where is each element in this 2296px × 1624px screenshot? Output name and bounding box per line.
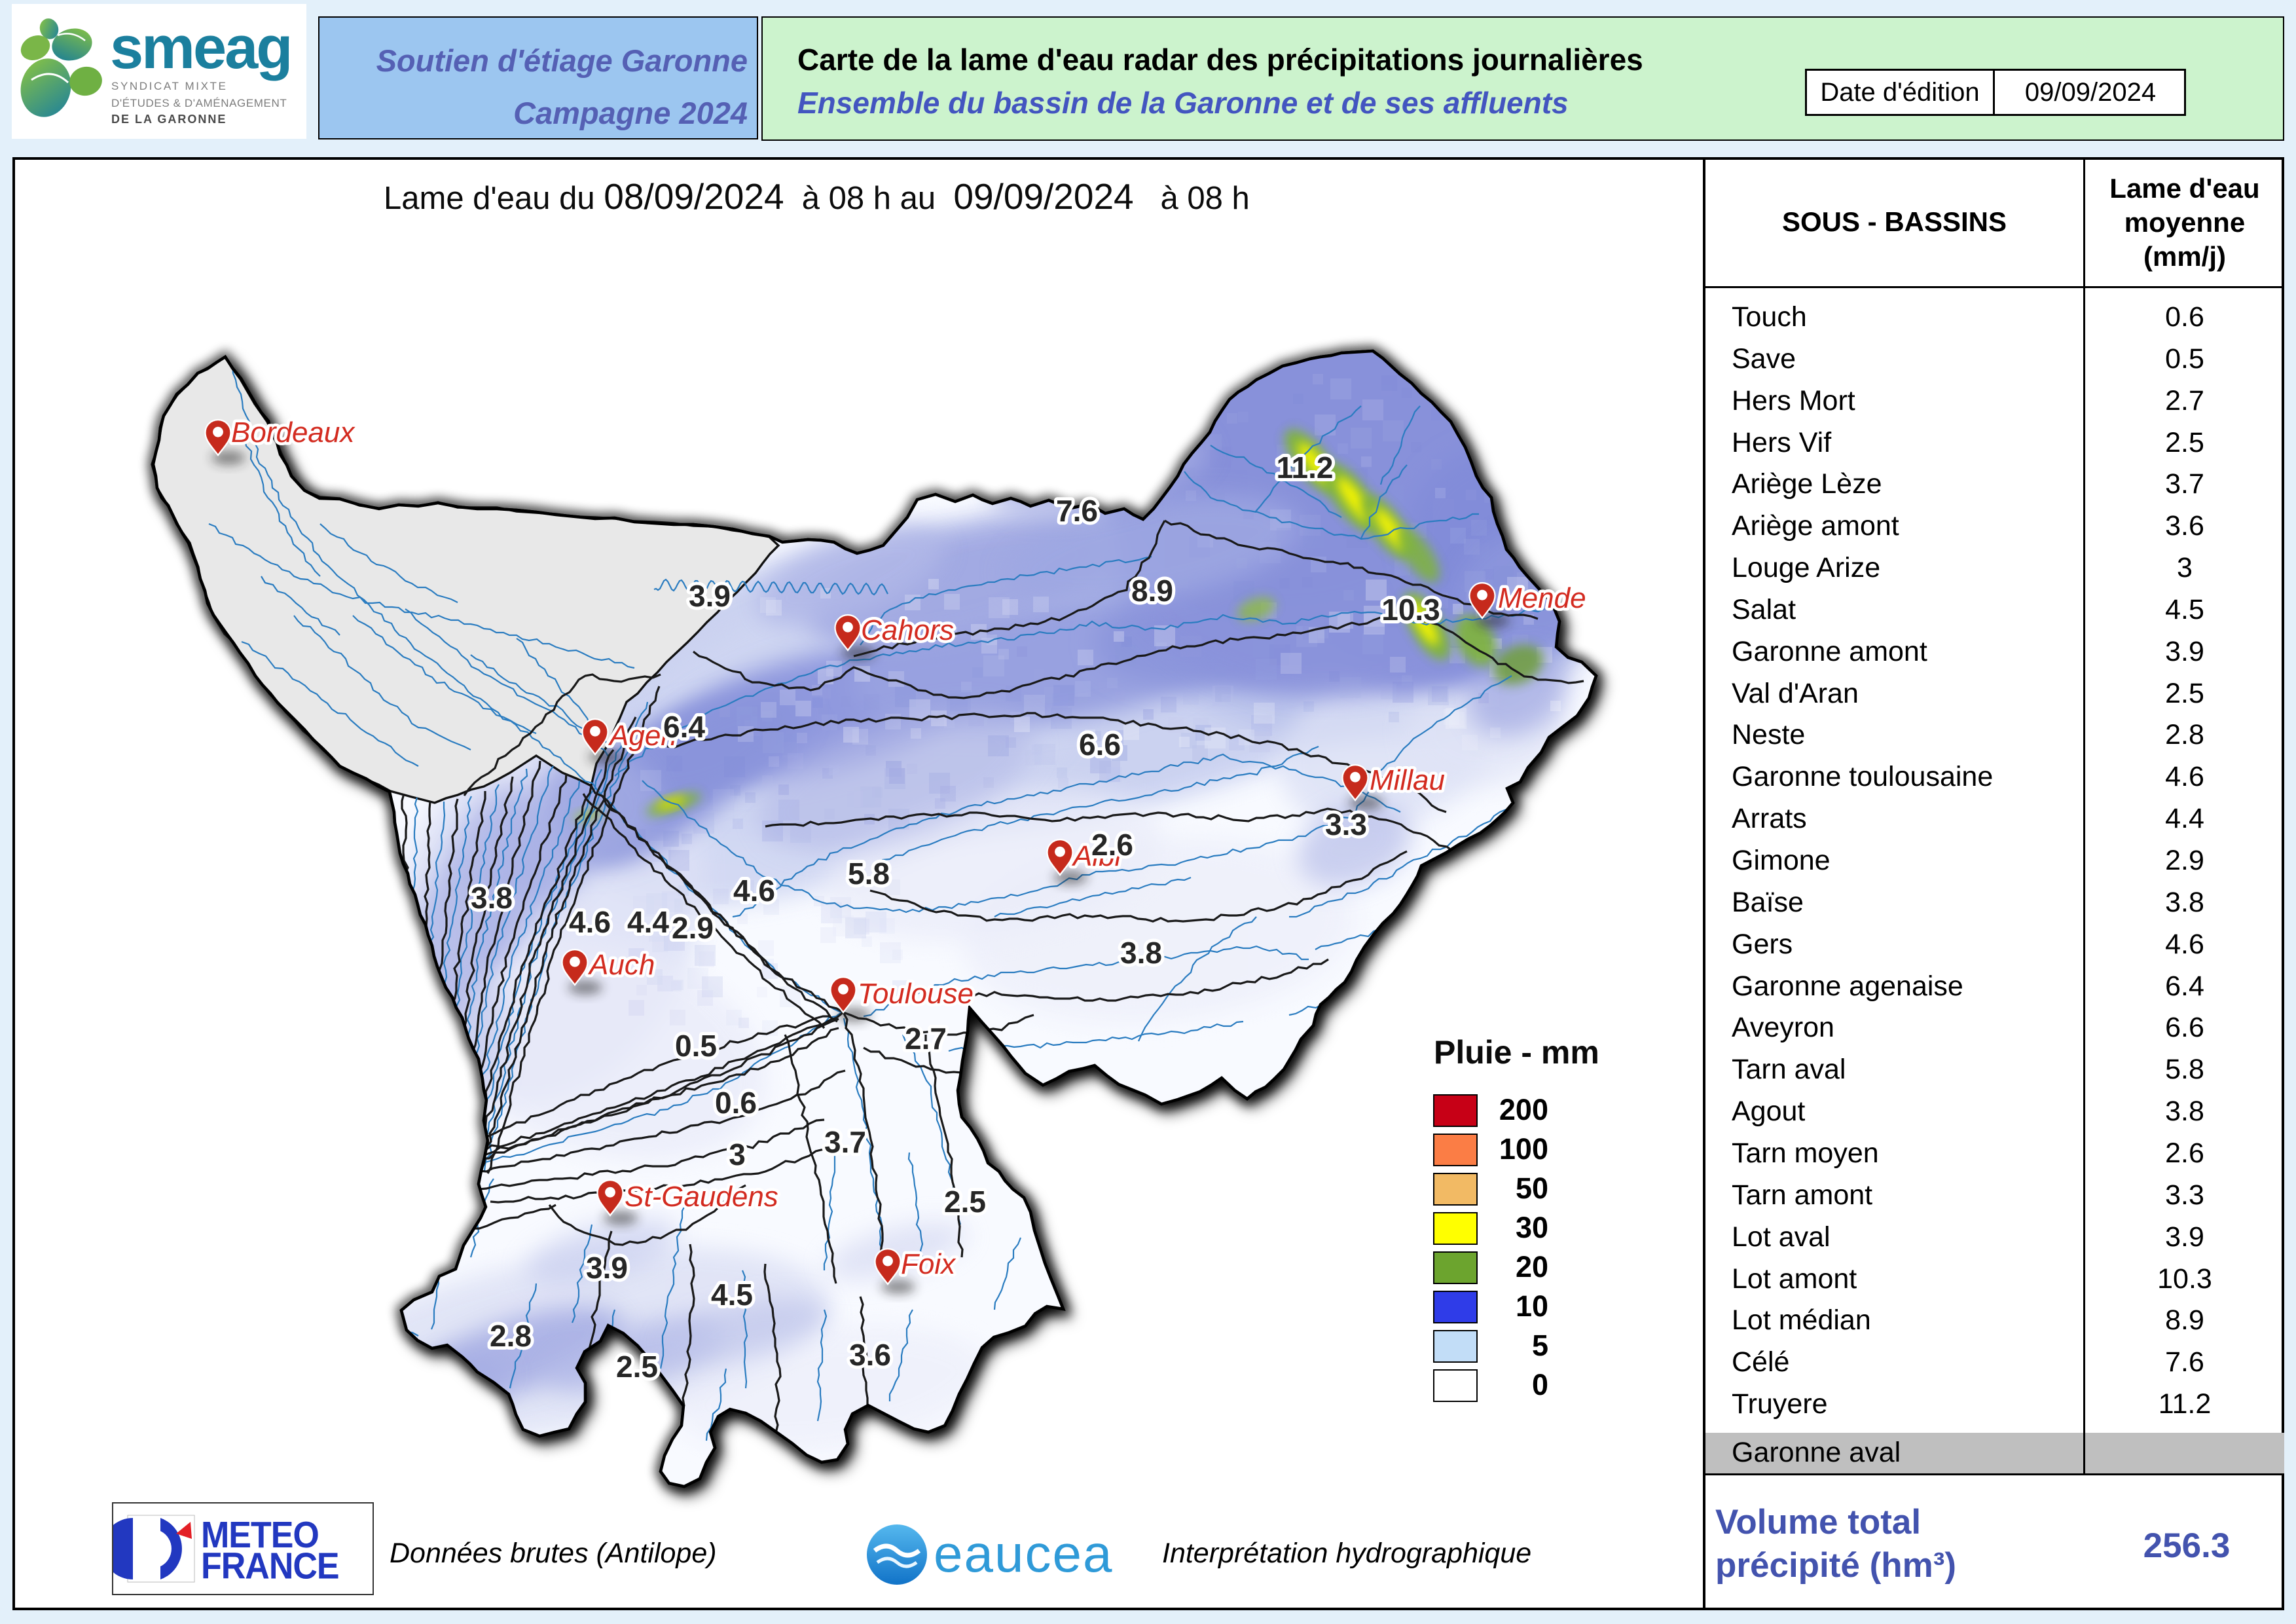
svg-text:Bordeaux: Bordeaux	[231, 416, 355, 449]
svg-text:2.7: 2.7	[905, 1022, 947, 1056]
svg-text:Foix: Foix	[901, 1248, 957, 1280]
svg-text:2.6: 2.6	[1091, 828, 1133, 862]
svg-text:4.5: 4.5	[711, 1278, 753, 1312]
svg-text:Albi: Albi	[1071, 840, 1122, 872]
svg-text:Agen: Agen	[608, 720, 677, 752]
svg-text:4.4: 4.4	[627, 905, 669, 939]
svg-text:0.6: 0.6	[715, 1086, 757, 1120]
svg-text:4.6: 4.6	[569, 905, 611, 939]
svg-text:2.5: 2.5	[616, 1350, 658, 1384]
svg-text:Toulouse: Toulouse	[858, 978, 974, 1010]
svg-text:10.3: 10.3	[1381, 593, 1440, 627]
svg-text:4.6: 4.6	[733, 874, 775, 908]
svg-text:D'ÉTUDES & D'AMÉNAGEMENT: D'ÉTUDES & D'AMÉNAGEMENT	[111, 97, 287, 109]
svg-text:2.9: 2.9	[672, 911, 714, 945]
svg-text:Millau: Millau	[1370, 764, 1445, 796]
svg-text:6.4: 6.4	[663, 710, 705, 744]
svg-text:smeag: smeag	[110, 14, 291, 81]
svg-text:SYNDICAT MIXTE: SYNDICAT MIXTE	[111, 80, 227, 92]
svg-text:Auch: Auch	[587, 949, 655, 981]
svg-text:3.3: 3.3	[1325, 807, 1367, 841]
svg-text:8.9: 8.9	[1131, 574, 1173, 608]
svg-text:3.8: 3.8	[471, 881, 513, 915]
svg-text:2.5: 2.5	[944, 1185, 986, 1219]
svg-text:11.2: 11.2	[1277, 451, 1334, 485]
svg-text:METEO: METEO	[201, 1515, 319, 1555]
svg-text:DE LA GARONNE: DE LA GARONNE	[111, 113, 227, 126]
svg-text:Mende: Mende	[1498, 582, 1586, 614]
svg-text:3: 3	[729, 1137, 746, 1172]
svg-text:7.6: 7.6	[1056, 494, 1098, 528]
svg-text:St-Gaudens: St-Gaudens	[625, 1181, 778, 1213]
svg-text:FRANCE: FRANCE	[201, 1546, 339, 1587]
svg-text:0.5: 0.5	[675, 1029, 717, 1063]
svg-text:3.7: 3.7	[824, 1125, 866, 1159]
svg-text:6.6: 6.6	[1079, 728, 1121, 762]
svg-text:eaucea: eaucea	[934, 1524, 1113, 1583]
svg-text:Cahors: Cahors	[861, 614, 954, 646]
svg-text:3.9: 3.9	[586, 1251, 628, 1285]
svg-text:3.8: 3.8	[1120, 936, 1162, 970]
svg-text:3.9: 3.9	[689, 579, 731, 613]
svg-text:5.8: 5.8	[848, 857, 890, 891]
svg-text:2.8: 2.8	[490, 1319, 532, 1353]
svg-text:3.6: 3.6	[849, 1338, 891, 1372]
